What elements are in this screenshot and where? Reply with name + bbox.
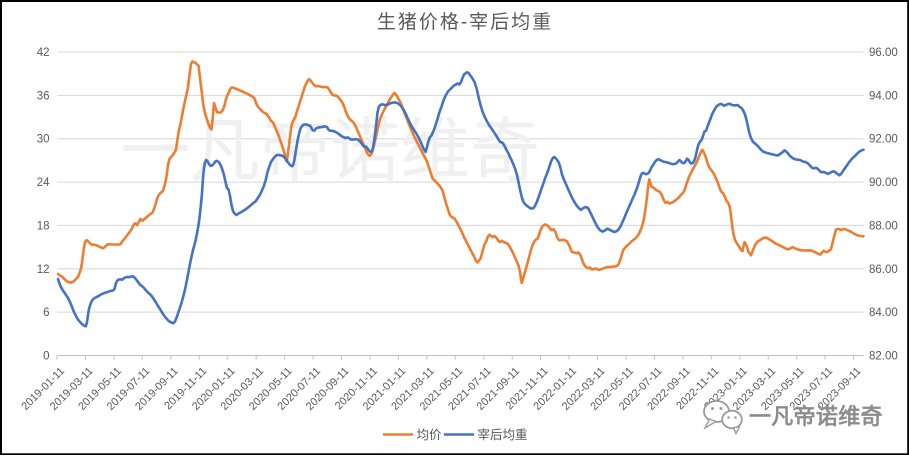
svg-text:6: 6 — [43, 307, 49, 319]
svg-text:30: 30 — [37, 134, 50, 146]
svg-text:36: 36 — [37, 90, 50, 102]
svg-text:生猪价格-宰后均重: 生猪价格-宰后均重 — [377, 11, 553, 33]
svg-text:92.00: 92.00 — [869, 134, 898, 146]
svg-text:86.00: 86.00 — [869, 264, 898, 276]
svg-text:94.00: 94.00 — [869, 90, 898, 102]
svg-text:96.00: 96.00 — [869, 47, 898, 59]
svg-text:12: 12 — [37, 264, 50, 276]
svg-text:一凡帝诺维奇: 一凡帝诺维奇 — [120, 112, 540, 190]
svg-text:均价: 均价 — [417, 428, 443, 442]
svg-text:84.00: 84.00 — [869, 307, 898, 319]
svg-text:90.00: 90.00 — [869, 177, 898, 189]
svg-text:0: 0 — [43, 351, 49, 363]
svg-text:一凡帝诺维奇: 一凡帝诺维奇 — [749, 404, 883, 429]
svg-text:24: 24 — [37, 177, 50, 189]
svg-text:88.00: 88.00 — [869, 220, 898, 232]
svg-text:42: 42 — [37, 47, 50, 59]
svg-text:18: 18 — [37, 220, 50, 232]
svg-text:82.00: 82.00 — [869, 351, 898, 363]
svg-text:宰后均重: 宰后均重 — [478, 427, 528, 442]
